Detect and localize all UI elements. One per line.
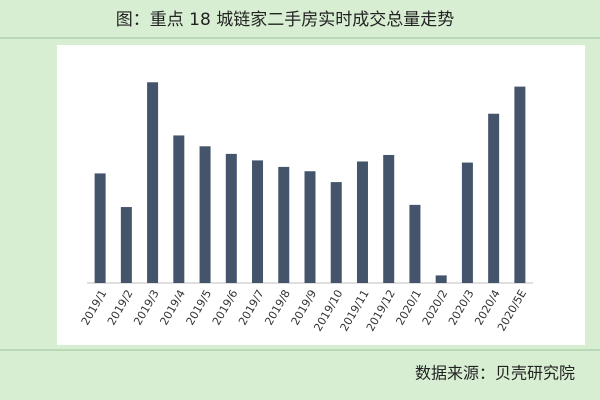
bar: [94, 173, 106, 283]
bar: [461, 162, 473, 283]
bar: [383, 154, 395, 283]
bar: [199, 146, 211, 283]
chart-title: 图：重点 18 城链家二手房实时成交总量走势: [116, 10, 454, 30]
bar: [356, 161, 368, 283]
bar: [225, 153, 237, 283]
bar: [120, 207, 132, 283]
source-note: 数据来源：贝壳研究院: [415, 364, 575, 383]
bar: [278, 166, 290, 283]
bar: [409, 204, 421, 283]
bar: [147, 82, 159, 284]
bar: [435, 275, 447, 283]
bar: [173, 135, 185, 283]
bar: [252, 160, 264, 283]
bar: [330, 182, 342, 283]
bar: [304, 171, 316, 283]
bar: [514, 86, 526, 284]
bar: [488, 113, 500, 284]
plot-area: [57, 45, 585, 345]
